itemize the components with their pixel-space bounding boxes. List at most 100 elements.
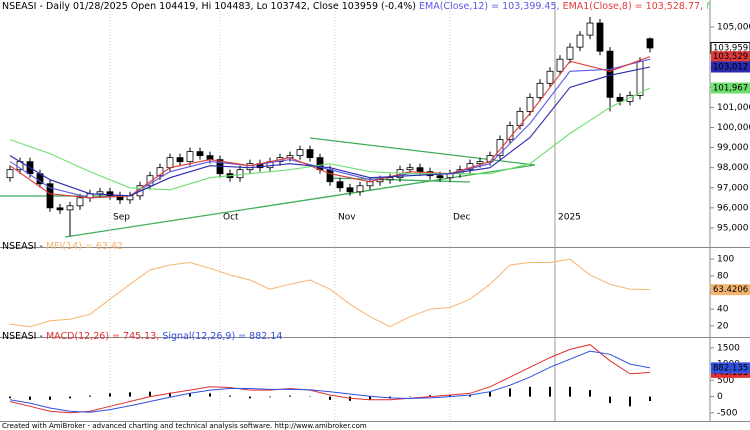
- x-tick-label: 2025: [558, 213, 581, 223]
- x-tick-label: Oct: [223, 213, 239, 223]
- legend-entry: EMA1(Close,8) = 103,528.77,: [563, 1, 707, 12]
- candle-body: [326, 169, 334, 183]
- y-tick-label: 96,000: [717, 203, 749, 213]
- candle-body: [416, 167, 424, 173]
- x-tick-label: Sep: [113, 213, 130, 223]
- legend: NSEASI - MACD(12,26) = 745.13, Signal(12…: [2, 331, 282, 342]
- candle-body: [506, 125, 514, 140]
- last-value-label: 103,959: [713, 43, 748, 53]
- candle-body: [236, 169, 244, 179]
- candle-body: [346, 187, 354, 193]
- histogram-bar: [209, 393, 211, 397]
- last-value-label: 103,012: [713, 63, 748, 73]
- candle-body: [106, 191, 114, 197]
- histogram-bar: [629, 396, 631, 407]
- histogram-bar: [69, 396, 71, 399]
- histogram-bar: [29, 396, 31, 400]
- candle-body: [156, 167, 164, 177]
- histogram-bar: [589, 390, 591, 397]
- candle-body: [306, 149, 314, 159]
- last-value-box: [711, 51, 750, 63]
- last-value-label: 63.4206: [713, 285, 748, 295]
- last-value-box: [711, 284, 750, 296]
- indicator-line: [9, 258, 651, 328]
- y-tick-label: 80: [717, 271, 729, 281]
- last-value-label: 882.135: [713, 363, 748, 373]
- candle-body: [56, 207, 64, 211]
- histogram-bar: [429, 395, 431, 397]
- legend: NSEASI - Daily 01/28/2025 Open 104419, H…: [2, 1, 750, 12]
- y-tick-label: -500: [717, 408, 738, 418]
- histogram-bar: [269, 396, 271, 398]
- histogram-bar: [9, 396, 11, 399]
- last-value-box: [711, 61, 750, 73]
- indicator-line: [9, 56, 651, 199]
- trendline: [309, 137, 536, 166]
- candle-body: [406, 167, 414, 171]
- y-tick-label: 98,000: [717, 163, 749, 173]
- candle-body: [176, 157, 184, 163]
- histogram-bar: [489, 391, 491, 397]
- legend-title: NSEASI -: [2, 331, 46, 342]
- last-value-box: [711, 362, 750, 374]
- histogram-bar: [609, 396, 611, 404]
- candle-body: [596, 22, 604, 52]
- candle-body: [356, 185, 364, 193]
- candle-body: [536, 82, 544, 98]
- histogram-bar: [289, 395, 291, 397]
- x-tick-label: Nov: [338, 213, 356, 223]
- y-tick-label: 20: [717, 321, 729, 331]
- candle-body: [166, 157, 174, 169]
- y-tick-label: 40: [717, 305, 729, 315]
- histogram-bar: [549, 386, 551, 397]
- candle-body: [246, 163, 254, 171]
- candle-body: [366, 181, 374, 187]
- histogram-bar: [249, 396, 251, 399]
- footer: Created with AmiBroker - advanced charti…: [2, 422, 367, 430]
- candle-body: [66, 205, 74, 211]
- histogram-bar: [189, 393, 191, 397]
- y-tick-label: 1500: [717, 343, 740, 353]
- candle-body: [296, 149, 304, 157]
- legend-entry: MFI(14) = 63.42: [46, 241, 123, 252]
- histogram-bar: [509, 388, 511, 397]
- candle-body: [556, 58, 564, 72]
- histogram-bar: [529, 386, 531, 397]
- last-value-box: [711, 82, 750, 94]
- candle-body: [196, 151, 204, 157]
- candle-body: [6, 169, 14, 179]
- indicator-line: [9, 87, 651, 191]
- histogram-bar: [129, 392, 131, 397]
- legend-entry: EMA(Close,12) = 103,399.45,: [419, 1, 563, 12]
- candle-body: [646, 38, 654, 49]
- candle-body: [636, 60, 644, 96]
- histogram-bar: [89, 395, 91, 397]
- histogram-bar: [109, 393, 111, 397]
- indicator-line: [9, 66, 651, 197]
- candle-body: [436, 175, 444, 179]
- indicator-line: [9, 350, 651, 413]
- indicator-line: [9, 344, 651, 414]
- y-tick-label: 101,000: [717, 103, 750, 113]
- histogram-bar: [369, 396, 371, 401]
- histogram-bar: [229, 395, 231, 397]
- histogram-bar: [149, 391, 151, 397]
- candle-body: [46, 183, 54, 209]
- candle-body: [476, 161, 484, 165]
- last-value-label: 101,967: [713, 83, 748, 93]
- candle-body: [146, 175, 154, 187]
- last-value-label: 103,529: [713, 52, 748, 62]
- legend: NSEASI - MFI(14) = 63.42: [2, 241, 123, 252]
- y-tick-label: 0: [717, 392, 723, 402]
- candle-body: [96, 191, 104, 195]
- y-tick-label: 95,000: [717, 223, 749, 233]
- candle-body: [606, 50, 614, 98]
- candle-body: [546, 70, 554, 84]
- candle-body: [526, 96, 534, 112]
- histogram-bar: [469, 394, 471, 397]
- histogram-bar: [569, 386, 571, 397]
- histogram-bar: [329, 396, 331, 400]
- legend-entry: Signal(12,26,9) = 882.14: [162, 331, 282, 342]
- candle-body: [566, 46, 574, 60]
